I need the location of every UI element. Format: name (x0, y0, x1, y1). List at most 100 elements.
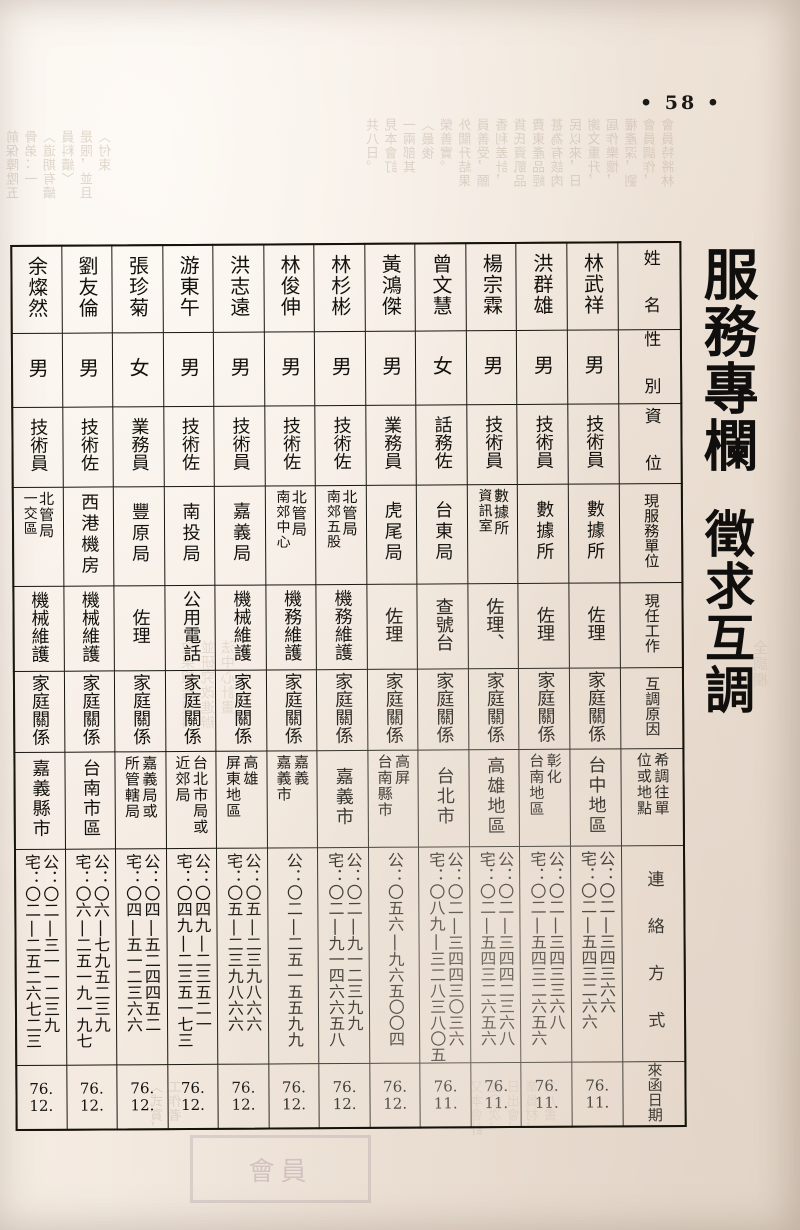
wanted-location-a: 嘉義局或 (140, 755, 159, 820)
cell-job: 機械維護 (63, 585, 115, 672)
cell-tel: 公：〇二|三四四三〇三六 宅：〇八九|三二八三八〇五 (418, 846, 471, 1064)
row-header-label: 資 位 (640, 406, 662, 476)
sex-value: 男 (530, 354, 555, 376)
reason-value: 家庭關係 (180, 673, 202, 746)
cell-reason: 家庭關係 (316, 669, 368, 752)
name-value: 余燦然 (24, 255, 49, 319)
cell-want: 嘉義縣市 (13, 752, 66, 850)
row-header-label: 姓 名 (639, 248, 661, 319)
sex-value: 男 (328, 355, 353, 377)
tel-home: 宅：〇二|五四三二六五六 (527, 850, 548, 1046)
want-value: 台中地區 (585, 755, 607, 836)
row-header-reason: 互調原因 (619, 667, 684, 750)
job-value: 機械維護 (230, 589, 252, 662)
cell-tel: 公：〇二|三四三三六八 宅：〇二|五四三二六五六 (519, 846, 572, 1063)
cell-unit: 虎尾局 (366, 484, 418, 585)
contact-method: 公：〇二|三四四三〇三六 宅：〇八九|三二八三八〇五 (419, 847, 470, 1062)
tel-work: 公：〇四|五二四四五二 (141, 853, 162, 1033)
job-value: 查號台 (432, 597, 455, 652)
rank-value: 技術佐 (178, 417, 201, 472)
tel-home: 宅：〇六|二五一九一九七 (72, 853, 93, 1049)
cell-sex: 男 (314, 331, 366, 406)
table-grid: 余燦然 劉友倫 張珍菊 游東午 洪志遠 林俊伸 林杉彬 黃鴻傑 曾文慧 楊宗霖 洪群雄 林武祥 姓 名男… (10, 241, 687, 1131)
name-value: 張珍菊 (125, 255, 150, 319)
tel-work: 公：〇二|三四四三〇三六 (444, 851, 465, 1047)
date-value: 76. 11. (585, 1076, 610, 1112)
job-value: 機械維護 (78, 590, 101, 663)
tel-home: 宅：〇二|二五二六七二三 (21, 853, 42, 1049)
cell-tel: 公：〇六|七九五二三九 宅：〇六|二五一九一九七 (65, 848, 117, 1066)
reason-value: 家庭關係 (332, 672, 354, 745)
row-header-date: 來函日期 (622, 1061, 687, 1127)
table-row-tel: 公：〇二|三一一二三九 宅：〇二|二五二六七二三 公：〇六|七九五二三九 宅：〇六|二… (14, 845, 686, 1066)
date-value: 76. 12. (231, 1078, 256, 1114)
date-value: 76. 12. (130, 1078, 155, 1115)
cell-sex: 男 (567, 329, 619, 404)
rank-value: 技術員 (482, 415, 504, 470)
want-value: 嘉義市 (332, 767, 354, 828)
sex-value: 男 (24, 357, 50, 379)
date-value: 76. 12. (79, 1079, 104, 1115)
cell-date: 76. 12. (167, 1064, 219, 1130)
cell-want: 彰化 台南地區 (519, 749, 571, 847)
cell-name: 洪志遠 (212, 244, 265, 332)
transfer-request-table: 余燦然 劉友倫 張珍菊 游東午 洪志遠 林俊伸 林杉彬 黃鴻傑 曾文慧 楊宗霖 洪群雄 林武祥 姓 名男… (10, 240, 687, 1132)
reason-value: 家庭關係 (281, 672, 303, 745)
cell-tel: 公：〇五|二三九八六六 宅：〇五|二三九八六六 (216, 847, 269, 1065)
name-value: 洪群雄 (529, 252, 555, 316)
job-value: 機務維護 (331, 588, 353, 662)
table-row-reason: 家庭關係 家庭關係 家庭關係 家庭關係 家庭關係 家庭關係 家庭關係 家庭關係 家庭關係 家庭關係… (13, 667, 684, 753)
date-value: 76. 11. (433, 1077, 458, 1113)
unit-main: 北管局 (340, 488, 359, 537)
bleed-through-text-top: 共八日。 見本會訂 一兩部其 〈最後 榮善實。 外關升結果 員善受，願 香利差計… (367, 118, 678, 188)
reason-value: 家庭關係 (433, 671, 455, 744)
cell-date: 76. 11. (571, 1061, 623, 1128)
cell-sex: 男 (264, 331, 316, 406)
wanted-location-a: 彰化 (544, 753, 563, 786)
cell-name: 黃鴻傑 (364, 243, 416, 332)
cell-name: 洪群雄 (516, 242, 568, 331)
date-value: 76. 11. (484, 1076, 509, 1113)
wanted-location-a: 高雄 (241, 754, 260, 788)
tel-work: 公：〇二|九一二三九九 (343, 851, 364, 1032)
rank-value: 業務員 (128, 417, 150, 472)
unit-value: 數據所 (583, 499, 606, 563)
rank-value: 技術佐 (279, 416, 302, 471)
unit-sub: 資訊室 (476, 487, 493, 533)
table-row-date: 76. 12. 76. 12. 76. 12. 76. 12. 76. 12. 76. 12. 76. 1… (15, 1061, 687, 1131)
unit-dual: 北管局 南郊中心 (266, 486, 316, 585)
cell-sex: 男 (516, 329, 568, 405)
cell-date: 76. 11. (521, 1062, 573, 1128)
cell-rank: 技術員 (466, 404, 518, 485)
cell-date: 76. 12. (15, 1065, 67, 1131)
name-value: 林俊伸 (277, 254, 302, 318)
sex-value: 男 (176, 356, 201, 378)
cell-want: 高雄 屏東地區 (216, 751, 268, 849)
date-value: 76. 11. (534, 1076, 559, 1112)
cell-name: 楊宗霖 (465, 242, 517, 331)
unit-value: 數據所 (533, 500, 555, 564)
tel-work: 公：〇五六|九六五〇〇四 (384, 851, 405, 1047)
cell-rank: 技術佐 (264, 405, 316, 486)
tel-home: 宅：〇二|九一四六六五八 (325, 852, 346, 1048)
contact-method: 公：〇四|五二四四五二 宅：〇四|五一二三六六 (116, 849, 167, 1064)
row-header-sex: 性 別 (617, 329, 682, 404)
cell-name: 游東午 (162, 244, 214, 333)
tel-home: 宅：〇四九|二三五一七三 (173, 852, 194, 1049)
wanted-location-a: 台北市局或 (190, 755, 210, 836)
cell-job: 佐理 (568, 582, 620, 669)
reason-value: 家庭關係 (534, 670, 556, 744)
unit-dual: 北管局 一交區 (13, 487, 63, 586)
sex-value: 女 (429, 355, 454, 377)
contact-method: 公：〇四九|二三五二一 宅：〇四九|二三五一七三 (167, 849, 218, 1064)
reason-value: 家庭關係 (129, 673, 152, 746)
tel-work: 公：〇二|三一一二三九 (40, 853, 61, 1033)
row-header-job: 現任工作 (619, 582, 684, 668)
cell-want: 嘉義局或 所管轄局 (114, 752, 167, 849)
sex-value: 男 (580, 354, 606, 376)
unit-sub: 南郊五股 (324, 488, 342, 549)
date-value: 76. 12. (332, 1077, 357, 1114)
job-value: 機務維護 (280, 589, 303, 662)
tel-work: 公：〇二|三四三六六 (596, 850, 617, 1014)
cell-rank: 技術員 (11, 406, 63, 488)
